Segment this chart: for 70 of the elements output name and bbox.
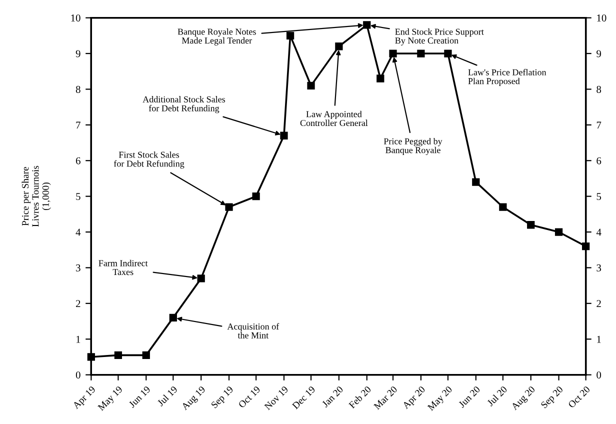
x-tick-label: Sep 19 <box>210 386 235 410</box>
y2-tick-label: 6 <box>596 157 602 164</box>
y-axis-title: Price per Share Livres Tournois (1,000) <box>22 166 51 227</box>
x-tick-label: Mar 20 <box>373 386 398 410</box>
annotation: Law's Price Deflation Plan Proposed <box>468 68 546 86</box>
x-tick-label: May 20 <box>427 386 454 412</box>
x-tick-label: Aug 19 <box>180 386 208 412</box>
y-tick-label: 7 <box>76 122 80 129</box>
y2-tick-label: 9 <box>596 50 602 58</box>
point <box>499 203 507 211</box>
x-tick-label: Feb 20 <box>348 385 372 409</box>
point <box>376 74 384 82</box>
x-tick-label: Nov 19 <box>264 386 289 410</box>
x-tick-label: Jun 20 <box>458 386 480 408</box>
annotation: Acquisition of the Mint <box>227 323 280 338</box>
y-tick-label: 5 <box>76 193 80 200</box>
y2-tick-label: 3 <box>596 264 602 272</box>
point <box>472 178 480 186</box>
annotation: First Stock Sales for Debt Refunding <box>114 151 184 169</box>
x-tick-label: Apr 19 <box>72 386 98 411</box>
x-tick-label: May 19 <box>97 386 124 412</box>
annotation: Additional Stock Sales for Debt Refunding <box>142 96 226 114</box>
y2-tick-label: 7 <box>596 122 602 129</box>
point <box>280 132 288 140</box>
point <box>527 221 535 229</box>
y2-tick-label: 10 <box>597 14 606 22</box>
x-tick-label: Oct 20 <box>568 386 590 408</box>
x-tick-label: Jul 19 <box>156 386 178 407</box>
point <box>114 351 122 359</box>
annotation: Law Appointed Controller General <box>300 110 368 126</box>
x-tick-label: Apr 20 <box>402 386 427 411</box>
point <box>225 203 233 211</box>
point <box>197 274 205 282</box>
x-tick-label: Jul 20 <box>486 385 508 407</box>
y-tick-label: 9 <box>76 50 80 58</box>
point <box>444 50 452 58</box>
point <box>363 21 371 29</box>
annotation: Banque Royale Notes Made Legal Tender <box>178 28 256 46</box>
x-tick-label: Oct 19 <box>238 386 261 408</box>
y-tick-label: 0 <box>76 372 80 379</box>
point <box>252 192 260 200</box>
y2-tick-label: 0 <box>596 372 602 379</box>
point <box>417 50 425 58</box>
y-tick-label: 1 <box>76 336 80 343</box>
point <box>335 42 343 50</box>
point <box>554 228 563 236</box>
x-tick-label: Jun 19 <box>128 386 151 408</box>
x-tick-label: Dec 19 <box>292 386 316 410</box>
y-tick-label: 6 <box>76 157 80 164</box>
point <box>142 351 150 359</box>
annotation: Price Pegged by Banque Royale <box>384 138 442 156</box>
y-tick-label: 3 <box>76 264 80 272</box>
y2-tick-label: 1 <box>597 336 601 343</box>
point <box>286 32 294 40</box>
annotation: End Stock Price Support By Note Creation <box>395 28 484 46</box>
point <box>169 314 177 322</box>
y2-tick-label: 5 <box>596 193 602 200</box>
annotation: Farm Indirect Taxes <box>98 260 148 276</box>
y-tick-label: 2 <box>76 300 80 308</box>
y-tick-label: 4 <box>76 228 81 236</box>
x-tick-label: Aug 20 <box>510 386 537 412</box>
y2-tick-label: 8 <box>596 86 602 93</box>
y-tick-label: 10 <box>71 14 80 22</box>
y2-tick-label: 2 <box>596 300 601 308</box>
y-tick-label: 8 <box>76 86 80 93</box>
x-tick-label: Jan 20 <box>322 386 344 408</box>
x-tick-label: Sep 20 <box>540 386 565 410</box>
point <box>389 50 397 58</box>
point <box>307 82 315 90</box>
y2-tick-label: 4 <box>596 228 602 236</box>
